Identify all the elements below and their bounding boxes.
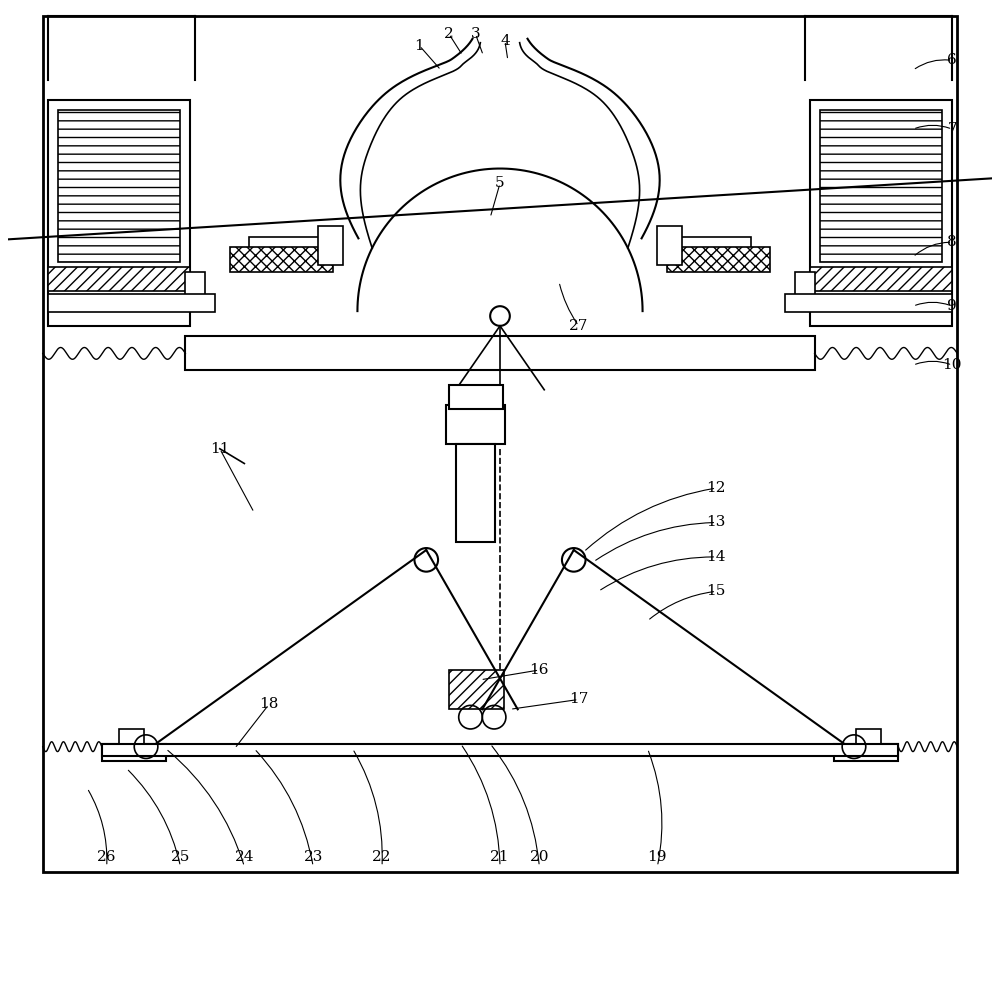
Text: 14: 14	[707, 550, 726, 564]
Text: 27: 27	[569, 318, 588, 333]
Text: 13: 13	[707, 516, 726, 529]
Bar	[795, 272, 815, 312]
Text: 18: 18	[259, 697, 279, 711]
Text: 9: 9	[947, 299, 957, 314]
Text: 20: 20	[530, 850, 549, 864]
Text: 17: 17	[569, 692, 588, 707]
Text: 6: 6	[947, 53, 957, 67]
Text: 11: 11	[210, 442, 230, 456]
Bar	[249, 238, 328, 262]
Text: 3: 3	[471, 27, 480, 40]
Text: 12: 12	[707, 481, 726, 495]
Text: 5: 5	[495, 176, 505, 190]
Text: 26: 26	[97, 850, 116, 864]
Bar	[657, 226, 682, 265]
Bar	[785, 295, 952, 313]
Bar	[449, 385, 503, 409]
Text: 4: 4	[500, 34, 510, 47]
Bar	[185, 272, 205, 312]
Bar	[48, 295, 215, 313]
Text: 10: 10	[943, 358, 962, 372]
Bar	[810, 267, 952, 292]
Bar	[48, 100, 190, 325]
Bar	[102, 743, 898, 755]
Text: 16: 16	[530, 663, 549, 677]
Bar	[856, 729, 881, 746]
Bar	[102, 743, 166, 761]
Text: 22: 22	[372, 850, 392, 864]
Bar	[58, 109, 180, 262]
Text: 15: 15	[707, 585, 726, 599]
Bar	[318, 226, 343, 265]
Text: 7: 7	[947, 122, 957, 136]
Bar	[810, 100, 952, 325]
Text: 21: 21	[490, 850, 510, 864]
Text: 23: 23	[304, 850, 323, 864]
Text: 1: 1	[415, 38, 424, 52]
Text: 8: 8	[947, 236, 957, 249]
Bar	[43, 16, 957, 872]
Bar	[672, 238, 751, 262]
Bar	[667, 247, 770, 272]
Bar	[119, 729, 144, 746]
Text: 25: 25	[171, 850, 190, 864]
Bar	[820, 109, 942, 262]
Text: 19: 19	[648, 850, 667, 864]
Bar	[446, 404, 505, 444]
Bar	[230, 247, 333, 272]
Bar	[185, 335, 815, 370]
Bar	[449, 669, 504, 709]
Text: 24: 24	[235, 850, 254, 864]
Bar	[456, 444, 495, 542]
Bar	[834, 743, 898, 761]
Bar	[48, 267, 190, 292]
Text: 2: 2	[444, 27, 454, 40]
